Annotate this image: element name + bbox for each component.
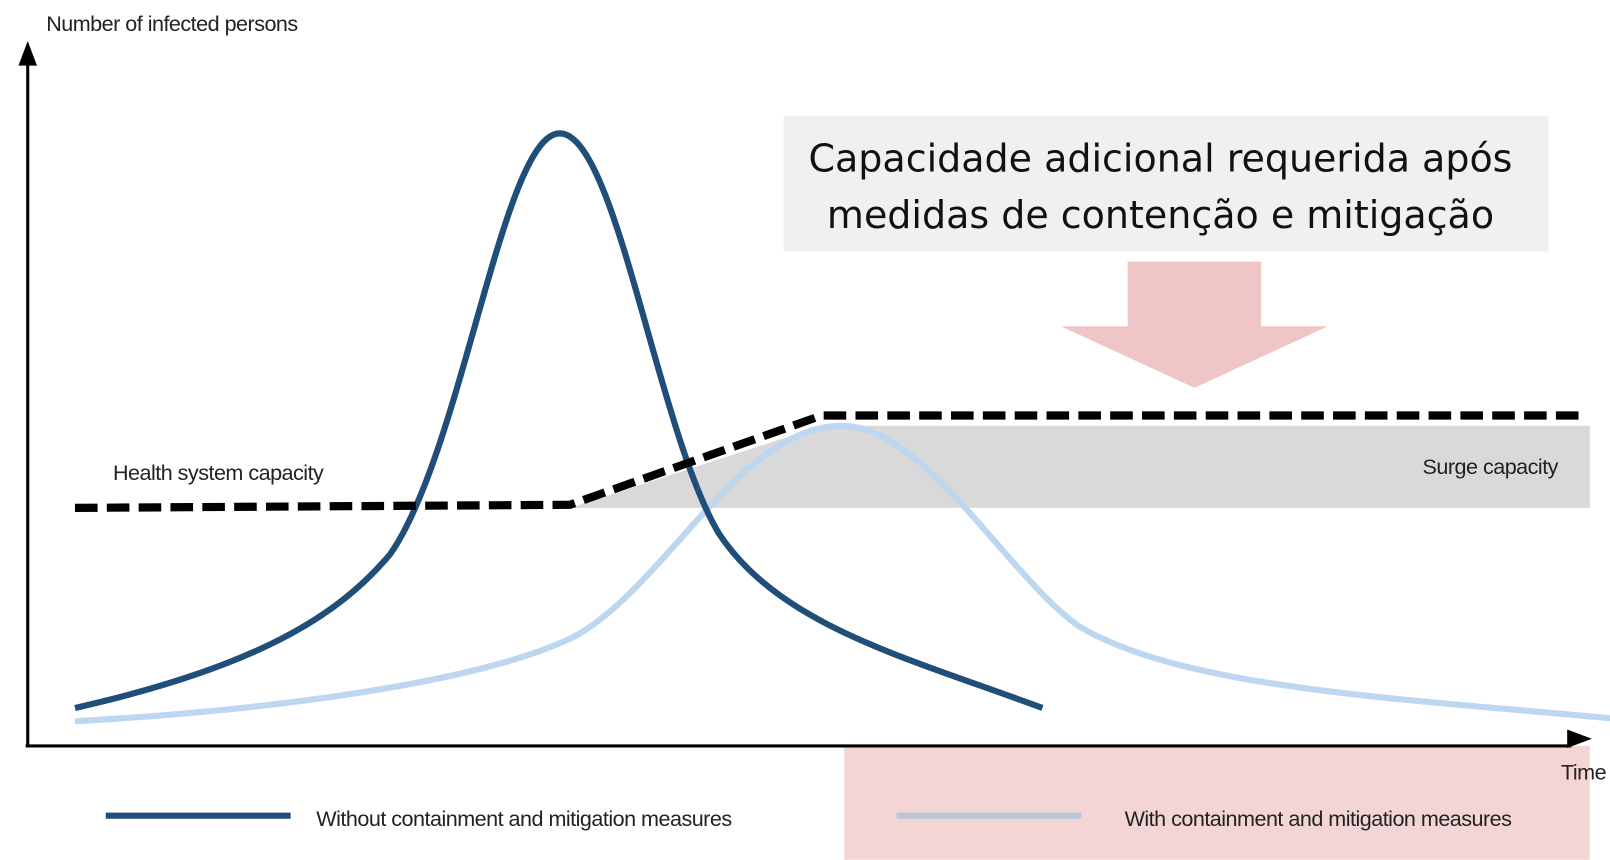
surge-label: Surge capacity xyxy=(1423,454,1559,479)
x-arrow xyxy=(1567,729,1592,748)
legend-label: Without containment and mitigation measu… xyxy=(316,806,731,831)
annotation-box xyxy=(783,115,1549,252)
legend-label: With containment and mitigation measures xyxy=(1125,806,1512,831)
unmitigated-curve xyxy=(74,130,1044,711)
annotation-line: medidas de contenção e mitigação xyxy=(827,193,1494,237)
annotation-line: Capacidade adicional requerida após xyxy=(809,136,1513,180)
capacity-label: Health system capacity xyxy=(113,460,324,485)
surge-band xyxy=(569,425,1590,508)
arrow xyxy=(1060,261,1328,388)
y-arrow xyxy=(18,41,37,66)
y-axis-label: Number of infected persons xyxy=(46,11,297,36)
mitigated-curve xyxy=(74,422,1610,725)
legend-box xyxy=(844,745,1590,860)
x-axis-label: Time xyxy=(1561,760,1607,785)
